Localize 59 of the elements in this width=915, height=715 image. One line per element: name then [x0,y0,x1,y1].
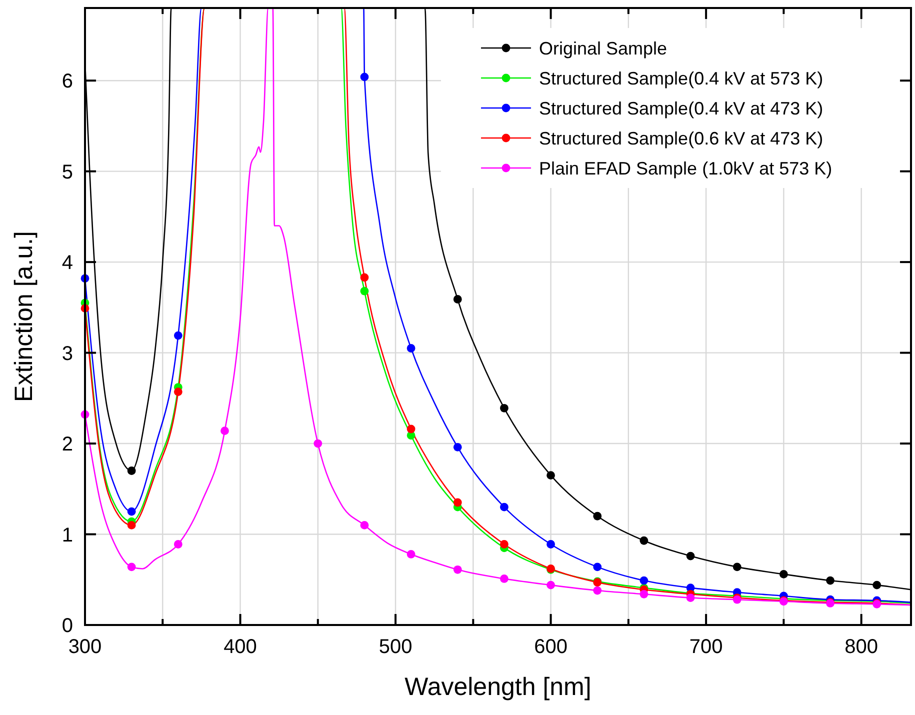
point [127,520,136,530]
point [406,550,416,558]
point [686,552,695,560]
x-tick-label: 700 [689,636,723,658]
legend-label: Structured Sample(0.4 kV at 573 K) [539,68,824,88]
point [640,576,648,585]
y-tick-label: 3 [62,342,73,365]
point [500,502,508,512]
point [174,540,182,548]
point [314,439,322,448]
point [406,424,416,434]
point [500,540,508,548]
x-tick-label: 400 [224,636,257,658]
x-tick-label: 300 [68,636,102,658]
point [872,580,882,590]
x-tick-label: 600 [534,636,568,658]
x-tick-label: 500 [378,636,412,658]
y-axis-title: Extinction [a.u.] [10,231,38,402]
point [686,594,695,602]
point [732,562,742,572]
point [546,540,555,548]
legend-label: Structured Sample(0.6 kV at 473 K) [539,128,824,148]
y-tick-label: 4 [62,252,73,274]
point [640,536,648,545]
point [220,426,229,436]
y-tick-label: 2 [62,434,73,456]
point [500,574,508,583]
legend-label: Plain EFAD Sample (1.0kV at 573 K) [539,158,832,178]
point [174,331,182,340]
point [360,520,369,530]
point [360,286,369,296]
point [127,562,136,572]
point [779,570,788,578]
y-tick-label: 6 [62,70,73,93]
point [546,580,555,590]
point [453,442,462,452]
point [453,565,462,574]
legend-label: Structured Sample(0.4 kV at 473 K) [539,98,824,118]
point [406,344,416,352]
point [360,273,369,282]
y-tick-label: 1 [62,524,73,546]
point [453,498,462,507]
point [826,576,834,585]
point [453,295,462,304]
y-tick-label: 0 [62,615,73,637]
point [546,471,555,480]
point [593,512,602,520]
point [500,404,508,412]
point [593,562,602,572]
point [127,507,136,516]
x-tick-label: 800 [844,636,878,658]
x-axis-title: Wavelength [nm] [404,673,592,701]
legend-label: Original Sample [539,38,668,58]
point [593,586,602,595]
point [640,590,648,598]
point [360,72,369,82]
point [127,466,136,475]
point [174,388,182,396]
y-tick-label: 5 [62,161,73,184]
